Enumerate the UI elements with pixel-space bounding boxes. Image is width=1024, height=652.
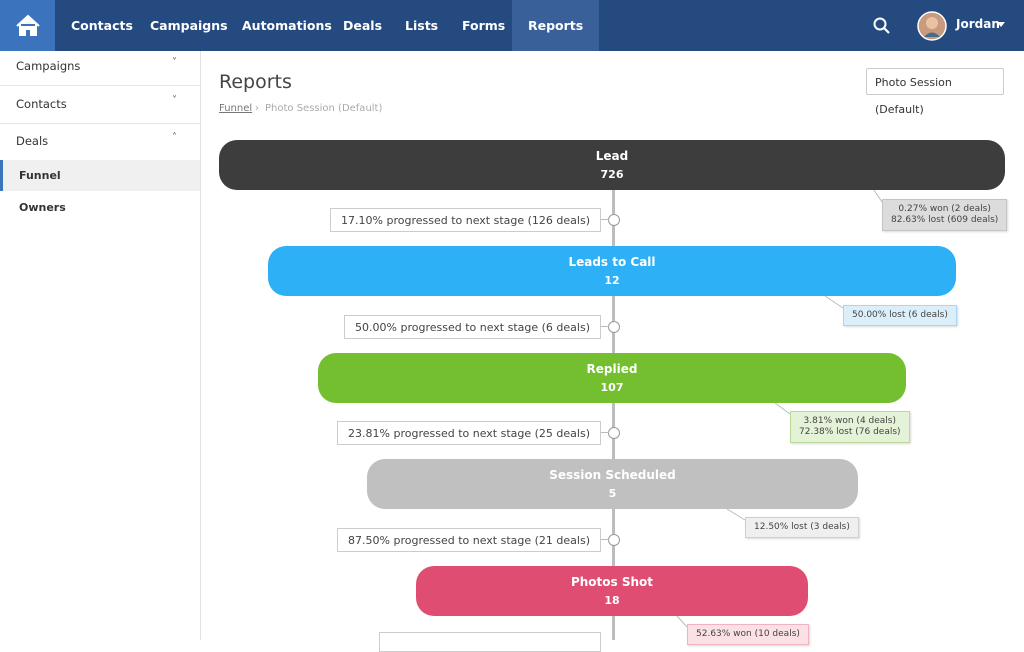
stage-count: 18 bbox=[604, 594, 620, 607]
chevron: ˄ bbox=[172, 132, 177, 143]
note-line: 50.00% lost (6 deals) bbox=[852, 310, 948, 320]
sidebar-section[interactable]: Contacts ˅ bbox=[0, 89, 200, 124]
progress-node bbox=[608, 427, 620, 439]
nav-item[interactable]: Automations bbox=[242, 18, 332, 33]
avatar[interactable] bbox=[917, 11, 947, 41]
funnel-stage[interactable]: Lead 726 bbox=[219, 140, 1005, 190]
search-icon[interactable] bbox=[872, 16, 892, 36]
sidebar-item-label: Owners bbox=[19, 201, 66, 214]
progress-box-partial bbox=[379, 632, 601, 652]
note-line: 52.63% won (10 deals) bbox=[696, 629, 800, 639]
home-icon bbox=[16, 14, 40, 36]
nav-item[interactable]: Campaigns bbox=[150, 18, 228, 33]
nav-item[interactable]: Forms bbox=[462, 18, 506, 33]
stage-name: Leads to Call bbox=[568, 255, 656, 269]
note-line: 72.38% lost (76 deals) bbox=[799, 427, 901, 437]
top-nav: Contacts Campaigns Automations Deals Lists Fo… bbox=[0, 0, 1024, 51]
breadcrumb-current: Photo Session (Default) bbox=[265, 103, 383, 114]
breadcrumb-separator: › bbox=[255, 103, 259, 114]
chevron: ˅ bbox=[172, 95, 177, 106]
sidebar-item[interactable]: Owners bbox=[0, 192, 200, 223]
note-line: 82.63% lost (609 deals) bbox=[891, 215, 999, 225]
user-caret bbox=[997, 22, 1005, 27]
funnel-stage[interactable]: Leads to Call 12 bbox=[268, 246, 956, 296]
stage-name: Replied bbox=[586, 362, 638, 376]
sidebar-section-label: Campaigns bbox=[16, 59, 81, 73]
stage-note: 12.50% lost (3 deals) bbox=[745, 517, 859, 538]
progress-link bbox=[601, 219, 609, 220]
sidebar-item[interactable]: Funnel bbox=[0, 160, 200, 191]
progress-node bbox=[608, 214, 620, 226]
stage-note: 50.00% lost (6 deals) bbox=[843, 305, 957, 326]
page-title: Reports bbox=[219, 71, 292, 93]
sidebar-section[interactable]: Deals ˄ bbox=[0, 126, 200, 160]
note-connector bbox=[676, 615, 688, 628]
stage-count: 726 bbox=[600, 168, 624, 181]
progress-node bbox=[608, 534, 620, 546]
stage-count: 107 bbox=[600, 381, 624, 394]
progress-label: 87.50% progressed to next stage (21 deal… bbox=[337, 528, 601, 552]
sidebar-section-label: Contacts bbox=[16, 97, 67, 111]
chevron: ˅ bbox=[172, 57, 177, 68]
sidebar-section-label: Deals bbox=[16, 134, 49, 148]
funnel-stage[interactable]: Replied 107 bbox=[318, 353, 906, 403]
stage-name: Lead bbox=[595, 149, 629, 163]
progress-label: 23.81% progressed to next stage (25 deal… bbox=[337, 421, 601, 445]
pipeline-dropdown[interactable]: Photo Session (Default) bbox=[866, 68, 1004, 116]
note-line: 3.81% won (4 deals) bbox=[803, 416, 896, 426]
progress-node bbox=[608, 321, 620, 333]
note-connector bbox=[873, 189, 883, 203]
funnel-stage[interactable]: Session Scheduled 5 bbox=[367, 459, 858, 509]
stage-note: 0.27% won (2 deals) 82.63% lost (609 deal… bbox=[882, 199, 1008, 231]
home-button[interactable] bbox=[0, 0, 55, 51]
stage-note: 52.63% won (10 deals) bbox=[687, 624, 809, 645]
sidebar-section[interactable]: Campaigns ˅ bbox=[0, 51, 200, 86]
progress-link bbox=[601, 432, 609, 433]
nav-item[interactable]: Contacts bbox=[71, 18, 133, 33]
stage-name: Session Scheduled bbox=[549, 468, 676, 482]
note-connector bbox=[726, 508, 746, 521]
sidebar: Campaigns ˅ Contacts ˅ Deals ˄ Funnel Owners bbox=[0, 51, 201, 640]
nav-item[interactable]: Lists bbox=[405, 18, 439, 33]
note-connector bbox=[774, 402, 791, 415]
stage-name: Photos Shot bbox=[570, 575, 654, 589]
stage-count: 5 bbox=[608, 487, 617, 500]
note-connector bbox=[824, 295, 844, 309]
sidebar-item-label: Funnel bbox=[19, 169, 61, 182]
note-line: 0.27% won (2 deals) bbox=[898, 204, 991, 214]
breadcrumb-link[interactable]: Funnel bbox=[219, 103, 253, 114]
progress-label: 50.00% progressed to next stage (6 deals… bbox=[344, 315, 601, 339]
note-line: 12.50% lost (3 deals) bbox=[754, 522, 850, 532]
nav-item[interactable]: Deals bbox=[343, 18, 383, 33]
stage-note: 3.81% won (4 deals) 72.38% lost (76 deals… bbox=[790, 411, 910, 443]
funnel-stage[interactable]: Photos Shot 18 bbox=[416, 566, 808, 616]
user-name[interactable]: Jordan bbox=[956, 17, 1000, 31]
nav-item[interactable]: Reports bbox=[512, 0, 600, 51]
progress-label: 17.10% progressed to next stage (126 dea… bbox=[330, 208, 601, 232]
progress-link bbox=[601, 326, 609, 327]
progress-link bbox=[601, 539, 609, 540]
stage-count: 12 bbox=[604, 274, 620, 287]
funnel-spine bbox=[612, 190, 615, 640]
